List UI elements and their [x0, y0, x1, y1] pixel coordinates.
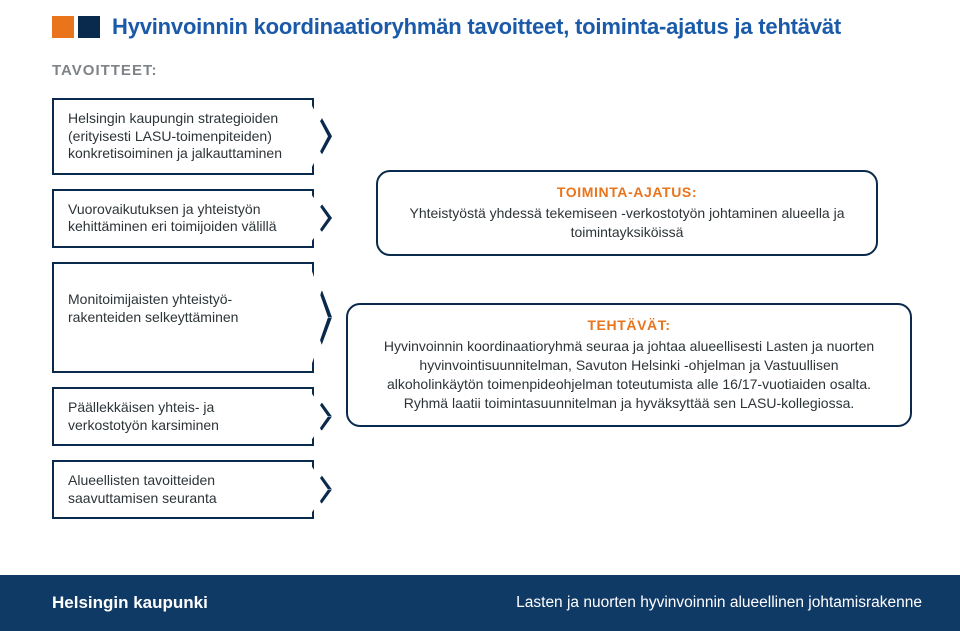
header-square-orange — [52, 16, 74, 38]
callout-body: Yhteistyöstä yhdessä tekemiseen -verkost… — [400, 204, 854, 242]
page-title: Hyvinvoinnin koordinaatioryhmän tavoitte… — [112, 14, 841, 40]
footer-right: Lasten ja nuorten hyvinvoinnin alueellin… — [516, 594, 922, 612]
page-header: Hyvinvoinnin koordinaatioryhmän tavoitte… — [0, 0, 960, 40]
goal-text: Helsingin kaupungin strategioiden (erity… — [68, 110, 282, 161]
footer-left: Helsingin kaupunki — [52, 593, 208, 613]
goal-text: Päällekkäisen yhteis- ja verkostotyön ka… — [68, 399, 219, 433]
goal-text: Vuorovaikutuksen ja yhteistyön kehittämi… — [68, 201, 277, 235]
goal-box: Vuorovaikutuksen ja yhteistyön kehittämi… — [52, 189, 314, 248]
goals-subheader: TAVOITTEET: — [0, 40, 960, 79]
mission-callout: TOIMINTA-AJATUS: Yhteistyöstä yhdessä te… — [376, 170, 878, 256]
goal-box: Monitoimijaisten yhteistyö- rakenteiden … — [52, 262, 314, 374]
goals-column: Helsingin kaupungin strategioiden (erity… — [52, 98, 314, 519]
callout-body: Hyvinvoinnin koordinaatioryhmä seuraa ja… — [370, 337, 888, 413]
tasks-callout: TEHTÄVÄT: Hyvinvoinnin koordinaatioryhmä… — [346, 303, 912, 427]
chevron-fill — [310, 102, 328, 171]
goal-text: Alueellisten tavoitteiden saavuttamisen … — [68, 472, 217, 506]
page: Hyvinvoinnin koordinaatioryhmän tavoitte… — [0, 0, 960, 631]
chevron-fill — [310, 266, 328, 370]
callout-title: TEHTÄVÄT: — [370, 317, 888, 333]
goal-text: Monitoimijaisten yhteistyö- rakenteiden … — [68, 291, 238, 325]
page-footer: Helsingin kaupunki Lasten ja nuorten hyv… — [0, 575, 960, 631]
goal-box: Helsingin kaupungin strategioiden (erity… — [52, 98, 314, 175]
goal-box: Päällekkäisen yhteis- ja verkostotyön ka… — [52, 387, 314, 446]
callout-title: TOIMINTA-AJATUS: — [400, 184, 854, 200]
goal-box: Alueellisten tavoitteiden saavuttamisen … — [52, 460, 314, 519]
header-square-navy — [78, 16, 100, 38]
